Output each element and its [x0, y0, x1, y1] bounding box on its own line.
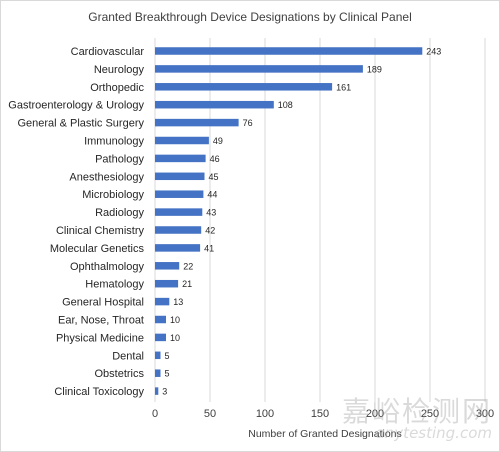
- x-tick-label: 50: [204, 408, 216, 420]
- category-label: Orthopedic: [90, 82, 144, 94]
- data-label: 45: [209, 172, 219, 182]
- category-label: Microbiology: [82, 189, 144, 201]
- x-axis-title: Number of Granted Designations: [248, 428, 402, 440]
- labels: 0 50 100 150 200 250 300 Cardiovascular 243 Neuro…: [8, 46, 494, 420]
- category-label: Dental: [112, 350, 144, 362]
- bar: [155, 47, 423, 55]
- category-label: Pathology: [95, 153, 144, 165]
- x-tick-label: 300: [476, 408, 494, 420]
- data-label: 161: [336, 82, 351, 92]
- bar: [155, 208, 203, 216]
- category-label: Anesthesiology: [69, 171, 144, 183]
- data-label: 5: [165, 369, 170, 379]
- category-label: Immunology: [84, 136, 144, 148]
- bar: [155, 172, 205, 181]
- bar: [155, 387, 159, 395]
- data-label: 43: [206, 208, 216, 218]
- bar: [155, 315, 166, 324]
- category-label: Hematology: [85, 279, 144, 291]
- x-tick-label: 200: [366, 408, 384, 420]
- data-label: 189: [367, 64, 382, 74]
- x-tick-label: 150: [311, 408, 329, 420]
- x-tick-label: 0: [152, 408, 158, 420]
- category-label: Cardiovascular: [71, 46, 145, 58]
- data-label: 10: [170, 315, 180, 325]
- category-label: Ear, Nose, Throat: [58, 315, 144, 327]
- category-label: Ophthalmology: [70, 261, 144, 273]
- category-label: Neurology: [94, 64, 145, 76]
- x-tick-label: 250: [421, 408, 439, 420]
- x-tick-label: 100: [256, 408, 274, 420]
- category-label: General Hospital: [62, 297, 144, 309]
- data-label: 5: [165, 351, 170, 361]
- data-label: 243: [426, 47, 441, 57]
- data-label: 41: [204, 243, 214, 253]
- data-label: 13: [173, 297, 183, 307]
- data-label: 42: [205, 226, 215, 236]
- bar: [155, 83, 333, 91]
- data-label: 3: [162, 387, 167, 397]
- bar: [155, 351, 161, 360]
- bar: [155, 100, 274, 109]
- bar: [155, 118, 239, 127]
- bar: [155, 262, 180, 270]
- data-label: 44: [207, 190, 217, 200]
- bar: [155, 190, 204, 198]
- category-label: Gastroenterology & Urology: [8, 100, 144, 112]
- data-label: 21: [182, 279, 192, 289]
- bar: [155, 333, 166, 342]
- data-label: 46: [210, 154, 220, 164]
- category-label: Radiology: [95, 207, 144, 219]
- category-label: Clinical Chemistry: [56, 225, 145, 237]
- bar: [155, 297, 170, 306]
- category-label: General & Plastic Surgery: [17, 118, 144, 130]
- category-label: Physical Medicine: [56, 332, 144, 344]
- data-label: 49: [213, 136, 223, 146]
- category-label: Molecular Genetics: [50, 243, 145, 255]
- category-label: Obstetrics: [94, 368, 144, 380]
- category-label: Clinical Toxicology: [54, 386, 144, 398]
- bar: [155, 279, 179, 288]
- bar: [155, 244, 201, 252]
- bar: [155, 226, 202, 234]
- gridlines: [154, 38, 486, 402]
- data-label: 10: [170, 333, 180, 343]
- data-label: 22: [183, 261, 193, 271]
- bar: [155, 369, 161, 377]
- data-label: 108: [278, 100, 293, 110]
- bars: [155, 47, 423, 395]
- bar: [155, 154, 206, 163]
- data-label: 76: [243, 118, 253, 128]
- bar: [155, 65, 363, 73]
- bar: [155, 136, 209, 145]
- chart-title: Granted Breakthrough Device Designations…: [88, 10, 412, 24]
